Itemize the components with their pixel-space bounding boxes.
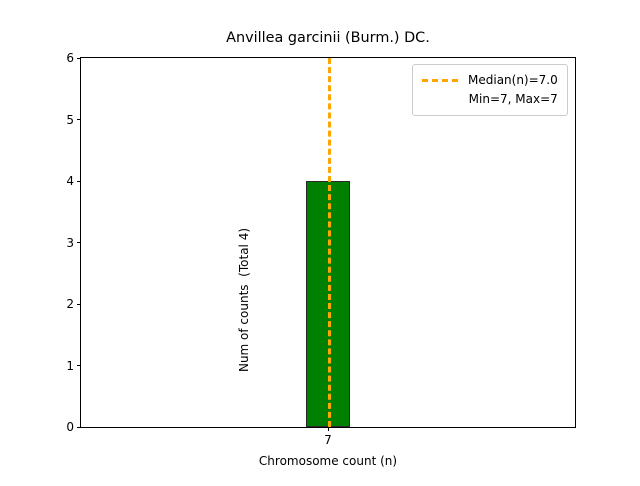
legend-dashed-line-icon (422, 79, 458, 82)
y-tick-mark (77, 180, 81, 182)
y-tick-label: 3 (66, 235, 74, 250)
plot-area: 6 5 4 3 2 1 0 7 (66, 52, 576, 447)
y-tick-mark (77, 426, 81, 428)
y-tick-mark (77, 57, 81, 59)
legend-entry: Min=7, Max=7 (422, 90, 558, 109)
x-tick-mark (327, 427, 329, 431)
legend-label: Min=7, Max=7 (468, 92, 558, 106)
chart-title: Anvillea garcinii (Burm.) DC. (226, 30, 430, 46)
y-tick-mark (77, 242, 81, 244)
chart-legend: Median(n)=7.0 Min=7, Max=7 (412, 64, 568, 116)
x-axis-label: Chromosome count (n) (258, 454, 398, 468)
y-tick-mark (77, 303, 81, 305)
y-tick-label: 1 (66, 358, 74, 373)
y-tick-mark (77, 365, 81, 367)
y-axis-label: Num of counts (Total 4) (236, 227, 251, 373)
y-axis-label-wrapper: Num of counts (Total 4) (31, 57, 251, 428)
median-line (328, 58, 331, 427)
y-tick-label: 0 (66, 420, 74, 434)
y-tick-label: 4 (66, 174, 74, 188)
y-tick-label: 5 (66, 112, 74, 127)
legend-entry: Median(n)=7.0 (422, 71, 558, 90)
y-tick-label: 2 (66, 297, 74, 311)
y-tick-mark (77, 119, 81, 121)
plot-inner (81, 58, 575, 427)
y-tick-label: 6 (66, 51, 74, 65)
x-tick-label: 7 (324, 433, 332, 447)
legend-label: Median(n)=7.0 (468, 73, 558, 87)
